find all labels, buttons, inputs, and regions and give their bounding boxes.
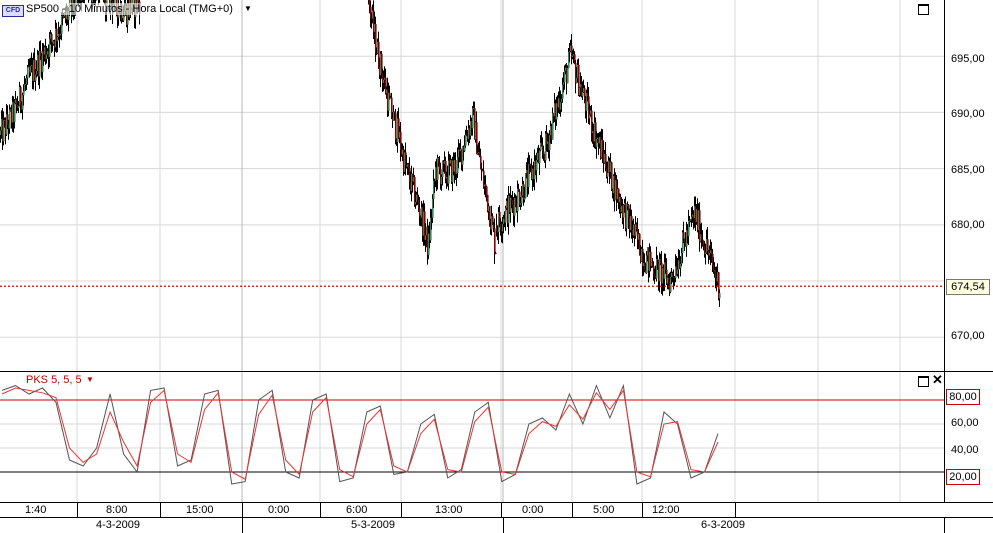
candle-body [494,228,496,252]
tick-separator [160,503,161,518]
candle-body [465,135,467,146]
time-axis: 1:40 8:00 15:00 0:00 6:00 13:00 0:00 5:0… [0,502,993,518]
candle-body [27,67,29,78]
time-label: 5:00 [593,504,614,516]
tick-separator [242,503,243,518]
time-label: 0:00 [268,504,289,516]
candle-body [517,189,519,211]
candle-body [455,160,457,174]
time-label: 8:00 [106,504,127,516]
candle-body [539,150,541,163]
maximize-indicator-pane-button[interactable] [918,376,929,387]
price-plot[interactable] [0,0,944,371]
date-label: 4-3-2009 [96,519,140,531]
candle-body [18,106,20,108]
indicator-menu-arrow-icon[interactable]: ▼ [86,375,94,384]
candle-body [567,68,569,83]
date-label: 5-3-2009 [351,519,395,531]
indicator-title: PKS 5, 5, 5 [26,374,82,386]
time-label: 0:00 [522,504,543,516]
candle-body [495,253,497,254]
close-indicator-icon[interactable]: ✕ [932,374,943,386]
tick-separator [401,503,402,518]
candle-body [14,103,16,122]
price-pane[interactable]: CFD SP500 - 10 Minutos - Hora Local (TMG… [0,0,944,371]
indicator-plot[interactable] [0,372,944,502]
indicator-axis: 80,00 60,00 40,00 20,00 [944,372,993,502]
price-tick: 680,00 [951,219,985,231]
cfd-icon: CFD [2,5,24,17]
price-tick: 690,00 [951,108,985,120]
price-tick: 695,00 [951,53,985,65]
time-label: 6:00 [346,504,367,516]
time-label: 12:00 [652,504,680,516]
level-high-label: 80,00 [946,389,980,405]
d-line [2,388,718,479]
date-separator [503,518,504,533]
candle-body [23,91,25,95]
candle-body [707,239,709,251]
chart-title: SP500 - 10 Minutos - Hora Local (TMG+0) [26,3,233,15]
chart-menu-arrow-icon[interactable]: ▼ [244,4,252,13]
candle-body [9,110,11,129]
indicator-tick: 40,00 [951,444,979,456]
candle-body [395,113,397,140]
time-label: 1:40 [25,504,46,516]
date-separator [242,518,243,533]
candle-body [543,151,545,154]
candle-body [123,16,125,21]
tick-separator [735,503,736,518]
date-axis: 4-3-2009 5-3-2009 6-3-2009 [0,517,993,533]
indicator-pane[interactable]: PKS 5, 5, 5 ▼ ✕ [0,372,944,502]
candle-body [505,208,507,222]
price-tick: 670,00 [951,330,985,342]
date-separator [944,518,945,533]
maximize-price-pane-button[interactable] [918,4,929,15]
tick-separator [642,503,643,518]
time-label: 15:00 [186,504,214,516]
tick-separator [501,503,502,518]
candle-body [611,162,613,190]
date-label: 6-3-2009 [701,519,745,531]
tick-separator [320,503,321,518]
candle-body [51,34,53,42]
last-price-label: 674,54 [946,279,990,295]
candle-body [683,232,685,238]
candle-body [607,173,609,177]
time-label: 13:00 [435,504,463,516]
tick-separator [572,503,573,518]
tick-separator [77,503,78,518]
indicator-tick: 60,00 [951,417,979,429]
candle-body [719,293,721,298]
price-tick: 685,00 [951,164,985,176]
level-low-label: 20,00 [946,469,980,485]
price-axis: 695,00 690,00 685,00 680,00 674,54 670,0… [944,0,993,371]
candle-body [486,186,488,194]
